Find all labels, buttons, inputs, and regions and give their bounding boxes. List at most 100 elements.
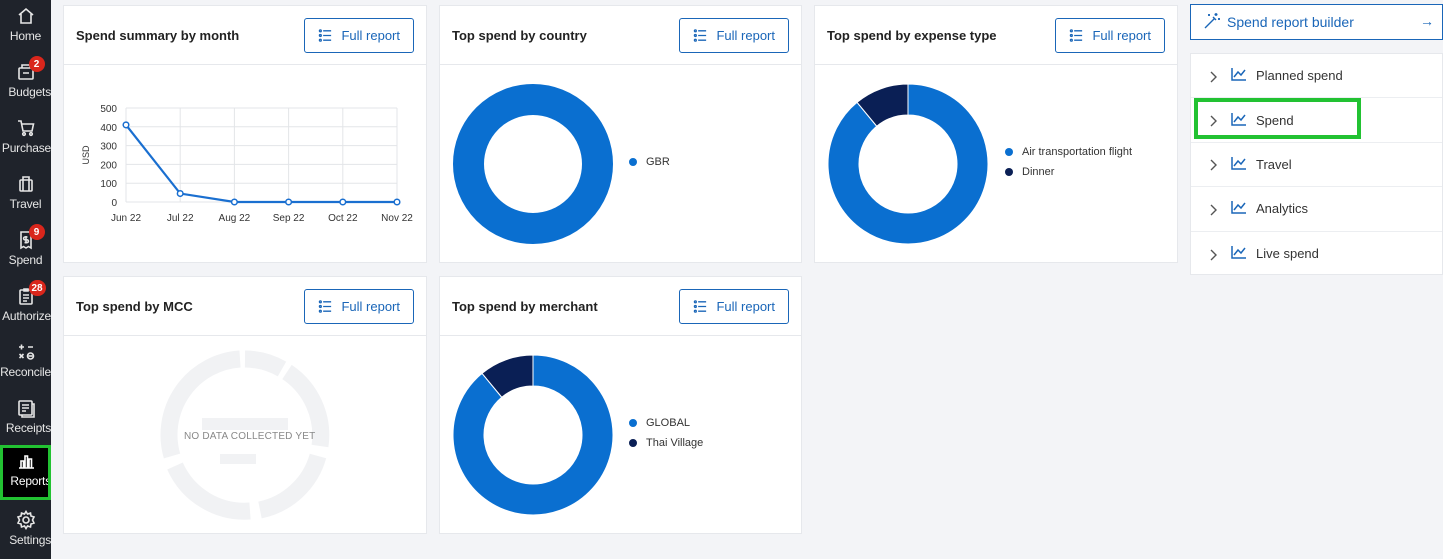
nav-budgets-label: Budgets [8, 85, 51, 99]
no-data-text: NO DATA COLLECTED YET [184, 431, 316, 442]
x-tick-label: Oct 22 [328, 213, 358, 224]
nav-receipts[interactable]: Receipts [0, 392, 51, 448]
spend-report-builder-label: Spend report builder [1227, 14, 1354, 30]
donut-chart-expense-type [827, 83, 989, 245]
nav-settings-label: Settings [9, 533, 51, 547]
legend-country: GBR [629, 152, 670, 172]
y-axis-label: USD [81, 145, 91, 165]
card-title: Top spend by expense type [827, 27, 997, 43]
x-tick-label: Aug 22 [219, 213, 251, 224]
data-point [122, 121, 130, 129]
data-point [176, 189, 184, 198]
full-report-button[interactable]: Full report [679, 17, 789, 53]
x-tick-label: Jul 22 [167, 213, 194, 224]
full-report-button[interactable]: Full report [304, 17, 414, 53]
card-header: Top spend by merchant Full report [440, 277, 801, 336]
nav-home-label: Home [9, 29, 42, 43]
legend-label: GBR [646, 156, 670, 168]
nav-purchase[interactable]: Purchase [0, 112, 51, 168]
nav-reports-label: Reports [10, 474, 51, 488]
legend-swatch [629, 158, 637, 166]
receipt-dollar-icon: 9 [15, 224, 45, 251]
list-icon [694, 28, 707, 42]
full-report-label: Full report [1092, 27, 1151, 43]
nav-travel[interactable]: Travel [0, 168, 51, 224]
nav-purchase-label: Purchase [1, 141, 51, 155]
donut-slice [453, 84, 613, 244]
trend-line-icon [1231, 200, 1247, 217]
donut-slice [827, 83, 989, 245]
nav-spend[interactable]: 9 Spend [0, 224, 51, 280]
donut-slice [481, 354, 534, 398]
home-icon [15, 5, 37, 27]
full-report-label: Full report [716, 298, 775, 314]
nav-authorize-badge: 28 [28, 280, 46, 296]
legend-item: Thai Village [629, 433, 703, 453]
trend-line-icon [1231, 67, 1247, 84]
full-report-button[interactable]: Full report [679, 288, 789, 324]
report-item-live-spend[interactable]: Live spend [1191, 232, 1442, 276]
arrow-right-icon: → [1420, 13, 1434, 29]
donut-chart-merchant [452, 354, 614, 516]
card-header: Top spend by expense type Full report [815, 6, 1177, 65]
card-top-spend-by-country: Top spend by country Full report GBR [439, 5, 802, 263]
full-report-label: Full report [341, 298, 400, 314]
card-spend-summary-by-month: Spend summary by month Full report 0 100 2… [63, 5, 427, 263]
legend-label: Thai Village [646, 437, 704, 449]
full-report-button[interactable]: Full report [1055, 17, 1165, 53]
full-report-button[interactable]: Full report [304, 288, 414, 324]
chevron-right-icon [1209, 115, 1219, 127]
list-icon [1070, 28, 1083, 42]
sidebar-nav: Home 2 Budgets Purchase Travel 9 Spend 2… [0, 0, 51, 559]
x-tick-label: Jun 22 [111, 213, 141, 224]
full-report-label: Full report [341, 27, 400, 43]
magic-wand-icon [1203, 12, 1221, 33]
report-item-label: Live spend [1256, 246, 1319, 262]
legend-item: GBR [629, 152, 670, 172]
card-header: Top spend by country Full report [440, 6, 801, 65]
report-item-spend[interactable]: Spend [1191, 98, 1442, 143]
report-item-label: Spend [1256, 112, 1294, 128]
x-tick-label: Nov 22 [381, 213, 413, 224]
nav-receipts-label: Receipts [5, 421, 51, 435]
report-item-analytics[interactable]: Analytics [1191, 187, 1442, 232]
nav-reconcile[interactable]: Reconcile [0, 336, 51, 392]
legend-label: Air transportation flight [1022, 146, 1133, 158]
card-header: Spend summary by month Full report [64, 6, 426, 65]
report-item-planned-spend[interactable]: Planned spend [1191, 54, 1442, 99]
trend-line-icon [1231, 245, 1247, 262]
report-item-travel[interactable]: Travel [1191, 143, 1442, 188]
empty-donut-placeholder [160, 350, 330, 520]
cart-icon [15, 117, 37, 139]
legend-swatch [629, 419, 637, 427]
legend-expense-type: Air transportation flight Dinner [1005, 142, 1132, 182]
nav-spend-badge: 9 [28, 224, 45, 240]
nav-reconcile-label: Reconcile [0, 365, 51, 379]
trend-line-icon [1231, 112, 1247, 129]
budgets-icon: 2 [15, 56, 45, 83]
report-item-label: Travel [1256, 156, 1292, 172]
card-title: Top spend by country [452, 27, 587, 43]
card-title: Top spend by MCC [76, 298, 193, 314]
receipts-icon [15, 397, 37, 419]
legend-swatch [1005, 148, 1013, 156]
nav-travel-label: Travel [9, 197, 42, 211]
nav-home[interactable]: Home [0, 0, 51, 56]
suitcase-icon [15, 173, 37, 195]
legend-item: Dinner [1005, 162, 1132, 182]
card-top-spend-by-mcc: Top spend by MCC Full report NO DATA COL… [63, 276, 427, 534]
card-title: Top spend by merchant [452, 298, 598, 314]
legend-label: GLOBAL [646, 417, 691, 429]
data-point [285, 198, 293, 206]
nav-spend-label: Spend [8, 253, 43, 267]
report-item-label: Planned spend [1256, 68, 1343, 84]
legend-label: Dinner [1022, 166, 1055, 178]
spend-report-builder-button[interactable]: Spend report builder → [1190, 4, 1443, 40]
clipboard-icon: 28 [15, 280, 46, 307]
nav-reports[interactable]: Reports [0, 445, 51, 500]
nav-settings[interactable]: Settings [0, 504, 51, 559]
data-point [393, 198, 401, 206]
nav-authorize[interactable]: 28 Authorize [0, 280, 51, 336]
nav-budgets[interactable]: 2 Budgets [0, 56, 51, 112]
gear-icon [15, 509, 37, 531]
